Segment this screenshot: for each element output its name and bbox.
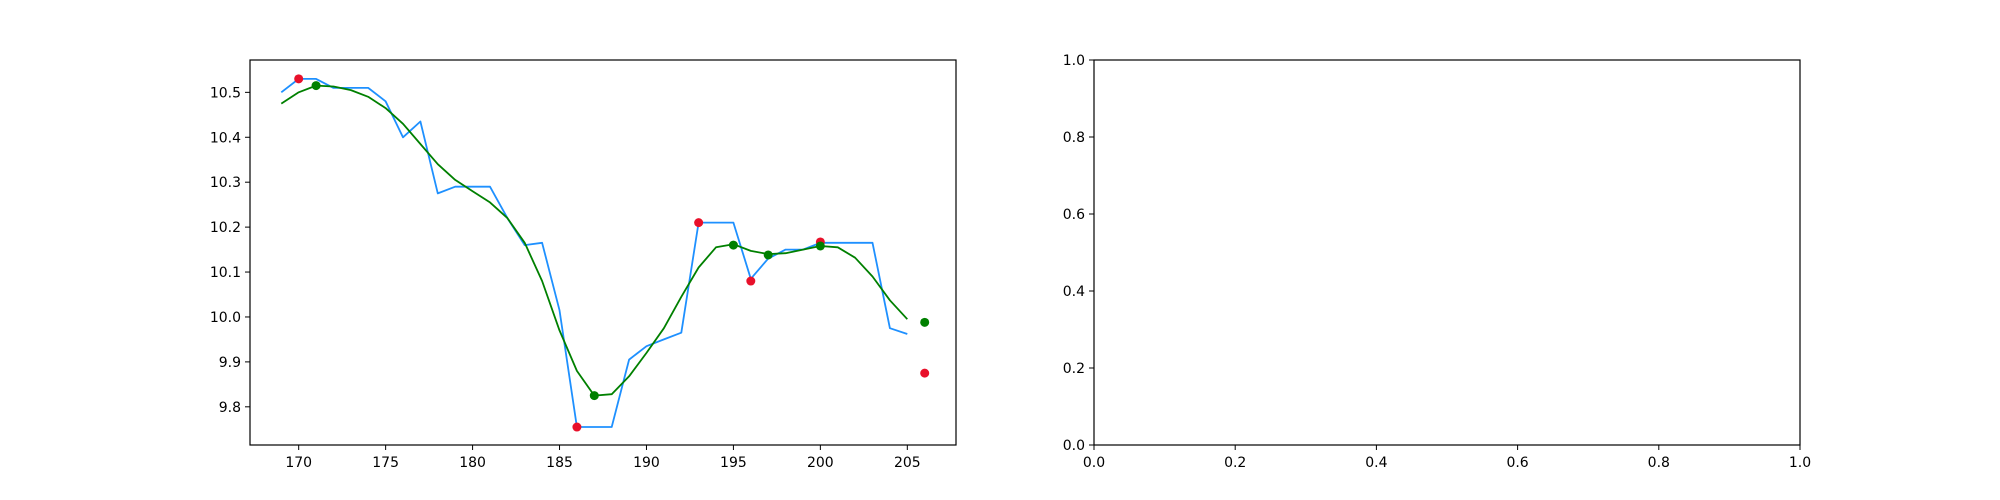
left-plot-x-tick-label: 195 [720,455,747,471]
left-plot-scatter-point-3 [694,218,704,228]
left-plot-y-tick-label: 10.0 [210,310,241,326]
left-plot-x-tick-label: 180 [459,455,486,471]
left-plot-scatter-point-3 [572,422,582,432]
left-plot-x-tick-label: 190 [633,455,660,471]
left-plot-x-tick-label: 200 [807,455,834,471]
left-plot-x-tick-label: 205 [894,455,921,471]
left-plot-scatter-point-4 [815,241,825,251]
right-plot-y-tick-label: 1.0 [1063,53,1085,69]
left-plot-y-tick-label: 10.5 [210,85,241,101]
left-plot-x-tick-label: 175 [372,455,399,471]
left-plot-scatter-point-3 [746,276,756,286]
left-plot-scatter-point-4 [311,81,321,91]
left-plot-x-tick-label: 185 [546,455,573,471]
left-plot-scatter-point-4 [728,240,738,250]
right-plot-frame [1093,59,1801,446]
right-plot-y-tick-label: 0.0 [1063,438,1085,454]
left-plot-y-tick-label: 10.3 [210,175,241,191]
right-plot-y-tick-label: 0.8 [1063,130,1085,146]
left-plot-y-tick-label: 10.4 [210,130,241,146]
right-plot-x-tick-label: 0.6 [1506,455,1528,471]
right-plot-axes: 0.0 0.2 0.4 0.6 0.8 1.0 0.0 0.2 0.4 0.6 0.8 1.0 [1063,53,1811,471]
left-plot-y-tick-label: 9.9 [219,355,241,371]
left-plot-scatter-point-4 [589,391,599,401]
right-plot-y-tick-label: 0.2 [1063,361,1085,377]
right-plot-x-tick-label: 0.2 [1224,455,1246,471]
right-plot-x-axis: 0.0 0.2 0.4 0.6 0.8 1.0 [1083,445,1811,471]
left-plot-scatter-point-4 [920,317,930,327]
left-plot-scatter-point-4 [763,250,773,260]
left-plot-y-tick-label: 10.2 [210,220,241,236]
left-plot-x-tick-label: 170 [285,455,312,471]
left-plot-frame [249,59,957,446]
right-plot-x-tick-label: 0.4 [1365,455,1387,471]
right-plot-x-tick-label: 0.8 [1648,455,1670,471]
left-plot-scatter-point-3 [294,74,304,84]
left-plot-series-layer [280,74,930,432]
left-plot-scatter-point-3 [920,368,930,378]
right-plot-x-tick-label: 1.0 [1789,455,1811,471]
right-plot-y-tick-label: 0.6 [1063,207,1085,223]
right-plot-y-tick-label: 0.4 [1063,284,1085,300]
left-plot-y-tick-label: 10.1 [210,265,241,281]
left-plot-axes: 170 175 180 185 190 195 200 205 9.8 9.9 10.0 10.1 1… [210,59,957,471]
right-plot-y-axis: 0.0 0.2 0.4 0.6 0.8 1.0 [1063,53,1094,454]
right-plot-x-tick-label: 0.0 [1083,455,1105,471]
left-plot-y-tick-label: 9.8 [219,400,241,416]
left-plot-x-axis: 170 175 180 185 190 195 200 205 [285,445,921,471]
left-plot-y-axis: 9.8 9.9 10.0 10.1 10.2 10.3 10.4 10.5 [210,85,250,416]
